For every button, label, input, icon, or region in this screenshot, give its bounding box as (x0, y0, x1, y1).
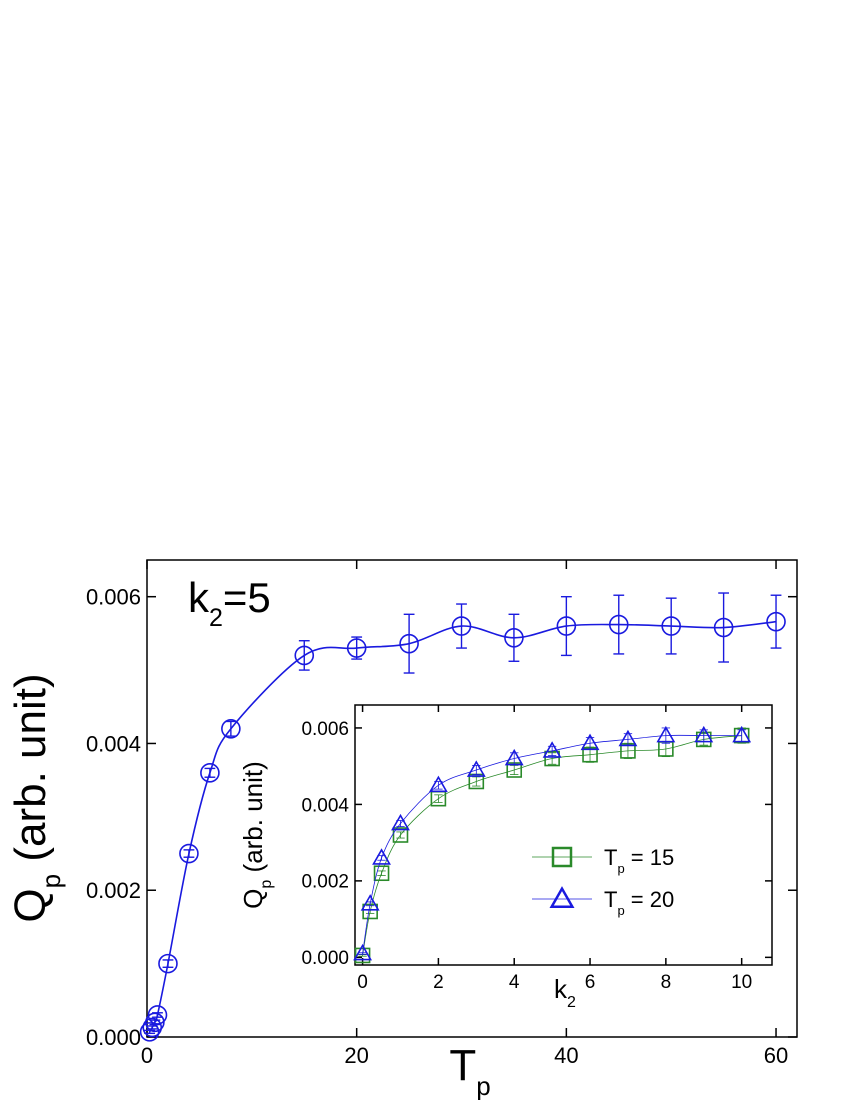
y-tick-label: 0.006 (86, 585, 141, 610)
marker (392, 827, 409, 843)
plot-area (354, 704, 773, 966)
y-tick-label: 0.004 (86, 731, 141, 756)
x-tick-label: 2 (433, 972, 444, 993)
marker (158, 953, 178, 974)
x-tick-label: 4 (509, 972, 520, 993)
marker (618, 729, 638, 747)
marker (766, 611, 786, 632)
legend-label-part: p (617, 861, 624, 876)
y-axis-label-part: p (258, 880, 275, 889)
legend-label-part: = 20 (625, 887, 675, 912)
marker (713, 617, 734, 638)
x-axis-label: k2 (554, 974, 576, 1011)
marker (504, 627, 524, 648)
annotation: k2=5 (188, 574, 271, 632)
marker (179, 843, 199, 864)
y-tick-label: 0.000 (86, 1025, 141, 1050)
marker (353, 943, 373, 961)
marker (556, 616, 577, 636)
legend-marker (551, 846, 573, 868)
marker (373, 865, 390, 882)
legend-label: Tp = 15 (604, 845, 674, 876)
marker (360, 894, 380, 911)
y-tick-label: 0.000 (301, 948, 349, 969)
y-tick-label: 0.006 (301, 719, 349, 740)
x-tick-label: 6 (585, 972, 596, 993)
y-axis-label-part: Q (6, 888, 55, 922)
marker (372, 848, 391, 865)
legend-label-part: = 15 (625, 845, 675, 870)
marker (391, 813, 410, 831)
x-tick-label: 8 (661, 972, 672, 993)
x-tick-label: 60 (764, 1043, 788, 1068)
y-tick-label: 0.002 (86, 878, 141, 903)
marker (504, 748, 524, 766)
legend-label-part: T (604, 845, 617, 870)
marker (466, 760, 486, 777)
y-axis-label: Qp (arb. unit) (238, 761, 275, 909)
x-axis-label-part: T (449, 1041, 476, 1090)
y-tick-label: 0.004 (301, 795, 349, 816)
marker (346, 638, 367, 658)
y-tick-label: 0.002 (301, 872, 349, 893)
legend-label: Tp = 20 (604, 887, 674, 918)
marker (451, 616, 472, 636)
marker (694, 725, 714, 743)
y-axis-label-part: p (36, 874, 66, 888)
legend-label-part: p (617, 903, 624, 918)
y-axis-label-part: Q (238, 889, 268, 909)
marker (200, 763, 220, 783)
annotation-part: =5 (223, 574, 271, 621)
marker (139, 1022, 160, 1042)
x-tick-label: 20 (344, 1043, 368, 1068)
x-tick-label: 0 (141, 1043, 153, 1068)
x-axis-label: Tp (449, 1041, 490, 1100)
marker (732, 725, 752, 743)
annotation-part: k (188, 574, 210, 621)
marker (656, 725, 676, 743)
marker (147, 1005, 168, 1025)
x-axis-label-part: 2 (567, 994, 576, 1011)
y-axis-label-part: (arb. unit) (6, 673, 55, 874)
marker (221, 718, 241, 739)
legend-label-part: T (604, 887, 617, 912)
marker (580, 733, 600, 751)
y-axis-label-part: (arb. unit) (238, 761, 268, 880)
legend-marker (549, 886, 575, 909)
marker (354, 947, 371, 964)
marker (608, 614, 629, 635)
x-tick-label: 40 (554, 1043, 578, 1068)
marker (399, 633, 419, 654)
annotation-part: 2 (209, 604, 223, 632)
x-tick-label: 0 (357, 972, 368, 993)
x-axis-label-part: k (554, 974, 568, 1004)
marker (294, 645, 315, 666)
marker (428, 775, 448, 793)
marker (142, 1017, 163, 1038)
x-tick-label: 10 (731, 972, 752, 993)
marker (542, 741, 562, 758)
x-axis-label-part: p (476, 1071, 490, 1100)
y-axis-label: Qp (arb. unit) (6, 673, 66, 922)
marker (661, 616, 681, 636)
